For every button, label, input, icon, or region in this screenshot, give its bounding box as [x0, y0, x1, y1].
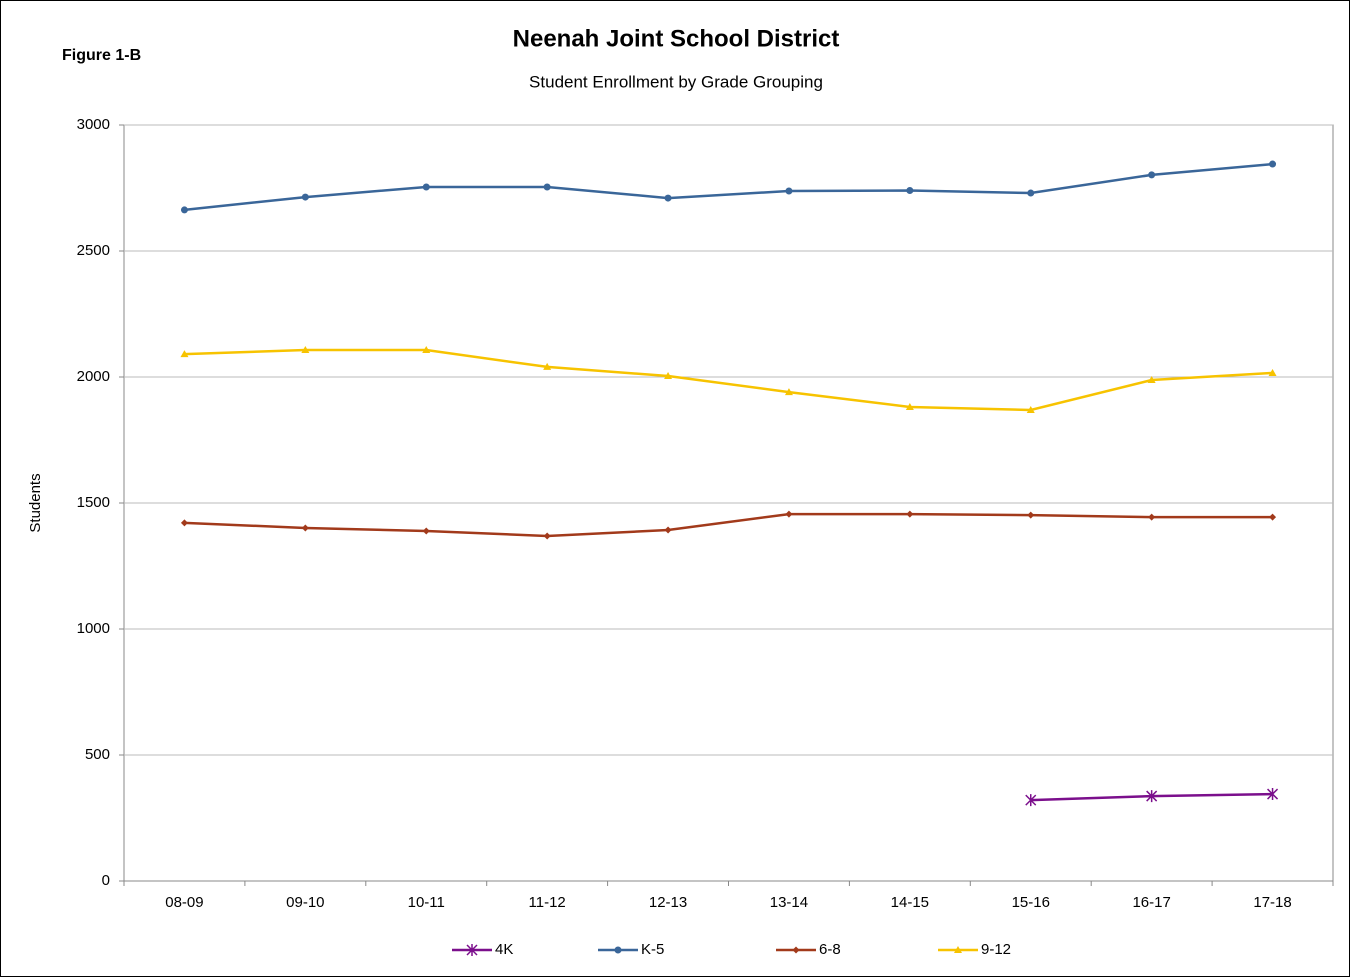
data-point: [1025, 794, 1037, 807]
data-point: [1027, 189, 1035, 197]
data-point: [1146, 790, 1158, 803]
x-tick-label: 11-12: [529, 894, 566, 911]
data-point: [1269, 513, 1277, 521]
y-tick-label: 2500: [77, 242, 110, 259]
legend-label: 9-12: [981, 941, 1011, 958]
legend-marker: [614, 946, 622, 954]
data-point: [1027, 511, 1035, 519]
x-tick-label: 13-14: [770, 894, 808, 911]
y-tick-label: 500: [85, 746, 110, 763]
series-line: [184, 162, 1273, 212]
data-point: [301, 346, 310, 354]
data-point: [180, 350, 189, 358]
y-tick-label: 1500: [77, 494, 110, 511]
data-point: [785, 510, 793, 518]
legend-label: K-5: [641, 941, 664, 958]
data-point: [1148, 171, 1156, 179]
figure-label: Figure 1-B: [62, 47, 141, 64]
legend-label: 6-8: [819, 941, 841, 958]
x-tick-label: 09-10: [286, 894, 324, 911]
data-point: [1267, 788, 1279, 801]
data-point: [785, 187, 793, 195]
data-point: [543, 532, 551, 540]
y-axis-label: Students: [27, 473, 44, 532]
data-point: [664, 371, 673, 379]
data-point: [1148, 513, 1156, 521]
series-line: [184, 512, 1273, 538]
legend-marker: [954, 946, 962, 953]
x-tick-label: 14-15: [891, 894, 929, 911]
data-point: [1147, 376, 1156, 384]
data-point: [905, 402, 914, 410]
data-point: [906, 187, 914, 195]
y-tick-label: 3000: [77, 116, 110, 133]
data-point: [301, 524, 309, 532]
y-tick-label: 2000: [77, 368, 110, 385]
legend-label: 4K: [495, 941, 513, 958]
legend-marker: [792, 946, 800, 954]
x-tick-label: 12-13: [649, 894, 687, 911]
data-point: [784, 388, 793, 396]
series-line: [184, 348, 1273, 412]
data-point: [1026, 406, 1035, 414]
data-point: [180, 206, 188, 214]
chart-title: Neenah Joint School District: [513, 25, 840, 52]
data-point: [664, 526, 672, 534]
data-point: [180, 519, 188, 527]
data-point: [1269, 160, 1277, 168]
x-tick-label: 10-11: [408, 894, 445, 911]
data-point: [301, 193, 309, 201]
y-tick-label: 1000: [77, 620, 110, 637]
x-tick-label: 08-09: [165, 894, 203, 911]
data-point: [906, 510, 914, 518]
chart-subtitle: Student Enrollment by Grade Grouping: [529, 72, 823, 91]
data-point: [543, 362, 552, 370]
data-point: [664, 194, 672, 202]
data-point: [1268, 368, 1277, 376]
legend-marker: [466, 944, 478, 956]
x-tick-label: 16-17: [1132, 894, 1170, 911]
data-point: [422, 527, 430, 535]
x-tick-label: 17-18: [1253, 894, 1291, 911]
data-point: [422, 183, 430, 191]
y-tick-label: 0: [102, 872, 110, 889]
x-tick-label: 15-16: [1012, 894, 1050, 911]
data-point: [422, 346, 431, 354]
data-point: [543, 183, 551, 191]
